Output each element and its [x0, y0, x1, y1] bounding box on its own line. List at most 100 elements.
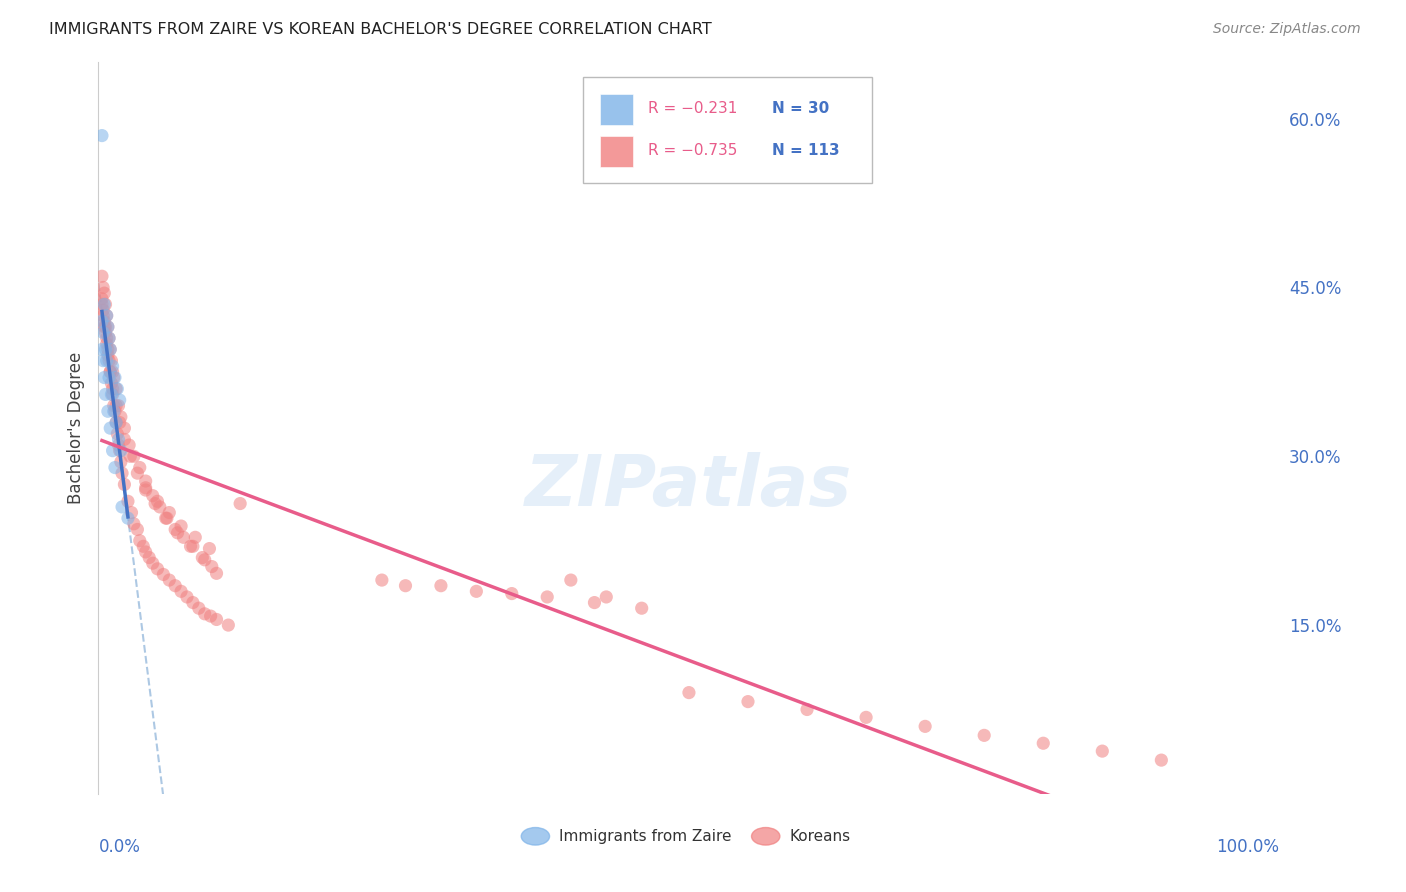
Point	[96, 309, 118, 323]
Point	[135, 545, 157, 559]
Point	[142, 489, 165, 503]
Point	[217, 618, 239, 632]
Point	[94, 319, 117, 334]
Point	[1150, 753, 1173, 767]
Circle shape	[752, 828, 780, 845]
Point	[91, 297, 114, 311]
Point	[91, 314, 114, 328]
Point	[181, 596, 204, 610]
Point	[205, 612, 228, 626]
Point	[98, 343, 121, 357]
Point	[108, 443, 131, 458]
Point	[93, 319, 115, 334]
Point	[91, 280, 114, 294]
Point	[97, 319, 120, 334]
Point	[229, 497, 252, 511]
Point	[91, 128, 114, 143]
Point	[465, 584, 488, 599]
Point	[191, 550, 214, 565]
Point	[105, 426, 128, 441]
Text: N = 30: N = 30	[772, 101, 830, 116]
Point	[536, 590, 558, 604]
Point	[122, 450, 145, 464]
Point	[91, 269, 114, 284]
Point	[98, 343, 121, 357]
Point	[180, 539, 202, 553]
Point	[91, 303, 114, 318]
Point	[98, 421, 121, 435]
Point	[110, 455, 132, 469]
Circle shape	[522, 828, 550, 845]
Point	[98, 353, 121, 368]
Point	[149, 500, 172, 514]
Point	[120, 450, 142, 464]
Point	[181, 539, 204, 553]
Point	[100, 376, 122, 391]
Point	[93, 370, 115, 384]
Point	[112, 421, 135, 435]
Point	[91, 326, 114, 340]
Point	[394, 579, 416, 593]
Point	[101, 359, 124, 374]
Point	[560, 573, 582, 587]
Point	[127, 523, 149, 537]
Point	[91, 343, 114, 357]
Point	[121, 506, 143, 520]
Point	[98, 331, 121, 345]
Point	[103, 404, 125, 418]
Point	[98, 370, 121, 384]
Point	[98, 331, 121, 345]
Point	[103, 399, 125, 413]
Point	[156, 511, 179, 525]
Point	[110, 409, 132, 424]
Point	[105, 416, 128, 430]
Point	[157, 573, 180, 587]
Point	[152, 567, 174, 582]
FancyBboxPatch shape	[582, 77, 872, 183]
Point	[93, 314, 115, 328]
Point	[117, 511, 139, 525]
Point	[94, 326, 117, 340]
Point	[157, 506, 180, 520]
Point	[107, 438, 129, 452]
Point	[371, 573, 394, 587]
Point	[122, 516, 145, 531]
Point	[104, 460, 127, 475]
Point	[101, 365, 124, 379]
Point	[111, 466, 134, 480]
Point	[101, 387, 124, 401]
Point	[973, 728, 995, 742]
Point	[201, 559, 224, 574]
Point	[914, 719, 936, 733]
Point	[107, 433, 129, 447]
Point	[165, 523, 187, 537]
Point	[855, 710, 877, 724]
Point	[1032, 736, 1054, 750]
Point	[146, 494, 169, 508]
Point	[170, 519, 193, 533]
Point	[117, 494, 139, 508]
Point	[146, 562, 169, 576]
Point	[91, 353, 114, 368]
Y-axis label: Bachelor's Degree: Bachelor's Degree	[66, 352, 84, 504]
Point	[165, 579, 187, 593]
Point	[96, 309, 118, 323]
Point	[104, 404, 127, 418]
Point	[101, 382, 124, 396]
Text: 100.0%: 100.0%	[1216, 838, 1279, 855]
Point	[200, 609, 222, 624]
Point	[678, 685, 700, 699]
Point	[105, 399, 128, 413]
Point	[127, 466, 149, 480]
Point	[94, 343, 117, 357]
Point	[128, 460, 150, 475]
Point	[105, 382, 128, 396]
Text: N = 113: N = 113	[772, 143, 839, 158]
Point	[94, 297, 117, 311]
Point	[97, 348, 120, 362]
Point	[97, 343, 120, 357]
Point	[100, 353, 122, 368]
Bar	[600, 136, 634, 167]
Point	[107, 399, 129, 413]
Point	[170, 584, 193, 599]
